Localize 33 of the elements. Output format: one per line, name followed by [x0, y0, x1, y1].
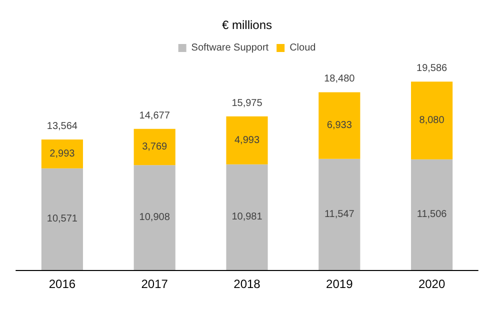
bar — [226, 116, 268, 164]
data-label: 10,908 — [139, 212, 170, 224]
x-tick-label: 2017 — [141, 277, 168, 291]
bar — [318, 92, 360, 159]
bar — [226, 164, 268, 270]
data-label: 10,571 — [46, 214, 78, 225]
total-label: 13,564 — [46, 121, 78, 132]
bar — [318, 158, 360, 270]
legend-label: Software Support — [191, 42, 269, 54]
chart-title: € millions — [222, 18, 272, 32]
total-label: 15,975 — [232, 98, 263, 109]
data-label: 10,981 — [232, 212, 263, 223]
x-tick-label: 2020 — [418, 277, 446, 291]
bar — [411, 82, 453, 160]
total-label: 18,480 — [324, 74, 356, 85]
data-label: 2,993 — [50, 148, 76, 160]
total-label: 14,677 — [139, 110, 170, 122]
data-label: 6,933 — [326, 120, 352, 132]
data-label: 3,769 — [142, 141, 168, 152]
x-tick-label: 2016 — [48, 277, 76, 291]
x-tick-label: 2019 — [326, 277, 354, 291]
data-label: 11,506 — [416, 209, 448, 220]
total-label: 19,586 — [416, 63, 448, 74]
bar — [411, 159, 453, 270]
bar — [41, 168, 83, 270]
bar — [134, 128, 176, 166]
legend-label: Cloud — [290, 42, 316, 54]
bar — [41, 140, 83, 168]
data-label: 4,993 — [234, 134, 260, 146]
x-tick-label: 2018 — [234, 277, 261, 291]
data-label: 11,547 — [324, 208, 355, 220]
data-label: 8,080 — [419, 114, 445, 126]
bar — [134, 165, 176, 270]
